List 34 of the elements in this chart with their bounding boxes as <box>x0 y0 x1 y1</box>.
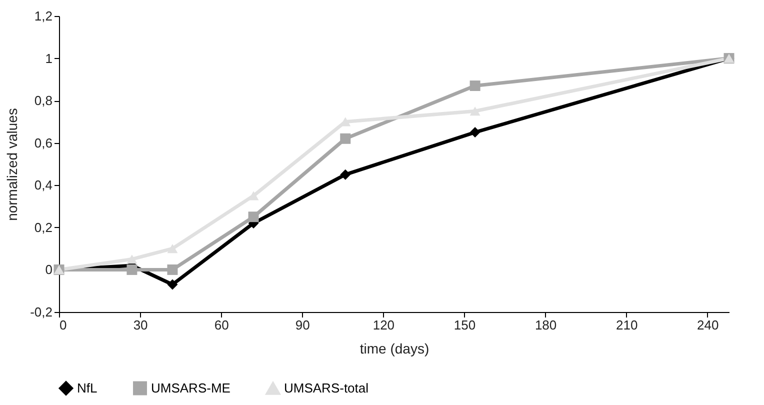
legend-label: UMSARS-total <box>284 380 369 396</box>
point <box>126 254 138 264</box>
x-axis-title: time (days) <box>360 340 430 356</box>
y-tick-label: 1 <box>45 50 52 66</box>
x-tick-label: 0 <box>60 318 67 332</box>
legend-label: UMSARS-ME <box>151 380 231 396</box>
y-tick-label: 0,8 <box>34 93 52 108</box>
y-tick-label: 0,4 <box>34 178 52 193</box>
x-tick-label: 180 <box>534 318 557 332</box>
x-tick-label: 30 <box>133 318 148 332</box>
x-tick-label: 90 <box>295 318 310 332</box>
point <box>248 191 259 200</box>
point <box>167 244 178 254</box>
point <box>470 106 480 116</box>
legend-label: NfL <box>77 380 98 396</box>
y-tick-label: 1,2 <box>34 8 52 24</box>
x-tick-label: 150 <box>454 318 476 332</box>
y-axis-title: normalized values <box>4 108 20 221</box>
x-tick-label: 60 <box>214 318 229 332</box>
y-tick-label: 0,6 <box>34 135 52 150</box>
point <box>470 80 480 92</box>
x-tick-label: 120 <box>372 318 395 332</box>
x-tick-label: 210 <box>616 318 638 332</box>
point <box>340 169 351 180</box>
point <box>167 279 178 290</box>
point <box>126 264 138 275</box>
point <box>248 212 259 222</box>
point <box>340 133 351 144</box>
point <box>167 264 178 275</box>
x-tick-label: 240 <box>697 318 719 332</box>
y-tick-label: 0 <box>45 262 52 278</box>
point <box>470 127 480 138</box>
y-tick-label: -0,2 <box>30 304 52 320</box>
y-tick-label: 0,2 <box>34 220 52 235</box>
